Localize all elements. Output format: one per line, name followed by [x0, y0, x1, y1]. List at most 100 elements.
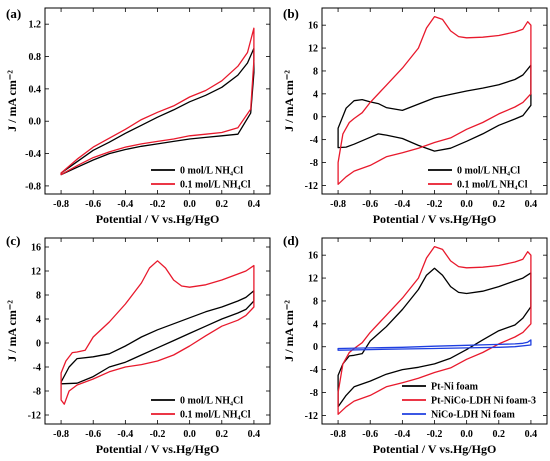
x-tick-label: 0.2 — [493, 199, 506, 210]
y-tick-label: -4 — [310, 135, 318, 146]
y-tick-label: 4 — [313, 319, 318, 330]
series-line-0 — [337, 267, 532, 408]
y-tick-label: -12 — [305, 411, 318, 422]
legend-label: 0.1 mol/L NH₄Cl — [180, 410, 251, 421]
y-tick-label: -4 — [310, 365, 318, 376]
y-tick-label: -12 — [305, 181, 318, 192]
panel-1: (b) -0.8 -0.6 -0.4 -0.2 0.0 0.2 0.4 -12 -8 -4 0 4 8 12… — [282, 6, 548, 226]
x-tick-label: -0.6 — [362, 199, 378, 210]
legend-label: 0 mol/L NH₄Cl — [180, 396, 243, 407]
y-tick-label: -4 — [33, 363, 41, 374]
y-axis-title: J / mA cm⁻² — [282, 300, 296, 362]
x-axis-title: Potential / V vs.Hg/HgO — [96, 442, 220, 456]
y-tick-label: 0 — [36, 339, 41, 350]
x-tick-label: -0.4 — [394, 429, 410, 440]
series-line-0 — [60, 290, 255, 385]
y-tick-label: 0.0 — [29, 117, 42, 128]
legend: 0 mol/L NH₄Cl 0.1 mol/L NH₄Cl — [151, 396, 251, 421]
y-tick-label: -0.4 — [25, 149, 41, 160]
y-tick-label: 4 — [36, 315, 41, 326]
y-tick-label: 4 — [313, 89, 318, 100]
legend-label: Pt-Ni foam — [431, 382, 479, 393]
y-tick-label: -8 — [310, 388, 318, 399]
y-axis-title: J / mA cm⁻² — [5, 300, 19, 362]
series-line-1 — [337, 15, 532, 185]
y-tick-label: 16 — [308, 251, 318, 262]
x-tick-label: -0.8 — [53, 429, 69, 440]
x-tick-label: 0.0 — [183, 199, 196, 210]
x-tick-label: 0.0 — [460, 429, 473, 440]
panel-label: (d) — [283, 233, 299, 248]
x-tick-label: -0.6 — [85, 199, 101, 210]
x-tick-label: -0.2 — [427, 429, 443, 440]
y-tick-label: 0.8 — [29, 52, 42, 63]
x-tick-label: 0.2 — [493, 429, 506, 440]
y-tick-label: -8 — [310, 158, 318, 169]
legend-label: 0 mol/L NH₄Cl — [457, 166, 520, 177]
y-axis-title: J / mA cm⁻² — [5, 70, 19, 132]
x-tick-label: 0.4 — [525, 429, 538, 440]
panel-0: (a) -0.8 -0.6 -0.4 -0.2 0.0 0.2 0.4 -0.8 -0.4 0.0 0… — [5, 6, 271, 226]
legend-label: 0.1 mol/L NH₄Cl — [180, 180, 251, 191]
x-tick-label: 0.4 — [248, 199, 261, 210]
y-tick-label: -12 — [28, 411, 41, 422]
curves — [337, 245, 532, 415]
legend-label: NiCo-LDH Ni foam — [431, 410, 516, 421]
legend: 0 mol/L NH₄Cl 0.1 mol/L NH₄Cl — [428, 166, 528, 191]
series-line-1 — [337, 245, 532, 415]
x-tick-label: -0.6 — [85, 429, 101, 440]
y-tick-label: 8 — [313, 66, 318, 77]
legend: Pt-Ni foam Pt-NiCo-LDH Ni foam-3 NiCo-LDH … — [402, 382, 536, 421]
legend-label: 0.1 mol/L NH₄Cl — [457, 180, 528, 191]
x-axis-title: Potential / V vs.Hg/HgO — [96, 212, 220, 226]
y-tick-label: 0.4 — [29, 84, 42, 95]
series-line-2 — [337, 339, 532, 351]
y-tick-label: -8 — [33, 387, 41, 398]
y-tick-label: 1.2 — [29, 20, 42, 31]
x-tick-label: -0.4 — [117, 199, 133, 210]
x-tick-label: -0.4 — [394, 199, 410, 210]
curves — [337, 15, 532, 185]
curves — [60, 27, 255, 176]
x-tick-label: -0.6 — [362, 429, 378, 440]
panel-label: (c) — [6, 233, 20, 248]
panel-label: (a) — [6, 6, 21, 21]
y-tick-label: 16 — [31, 243, 41, 254]
y-tick-label: 12 — [308, 274, 318, 285]
series-line-1 — [60, 27, 255, 176]
x-tick-label: -0.2 — [427, 199, 443, 210]
x-tick-label: -0.2 — [150, 199, 166, 210]
x-axis-title: Potential / V vs.Hg/HgO — [373, 212, 497, 226]
x-axis-title: Potential / V vs.Hg/HgO — [373, 442, 497, 456]
curves — [60, 260, 255, 405]
series-line-1 — [60, 260, 255, 405]
x-tick-label: -0.4 — [117, 429, 133, 440]
y-tick-label: 0 — [313, 342, 318, 353]
x-tick-label: 0.2 — [216, 429, 229, 440]
x-tick-label: 0.4 — [525, 199, 538, 210]
y-tick-label: 16 — [308, 21, 318, 32]
x-tick-label: -0.8 — [330, 199, 346, 210]
series-line-0 — [60, 47, 255, 176]
legend-label: Pt-NiCo-LDH Ni foam-3 — [431, 396, 536, 407]
x-tick-label: 0.4 — [248, 429, 261, 440]
series-line-0 — [337, 64, 532, 152]
y-axis-title: J / mA cm⁻² — [282, 70, 296, 132]
y-tick-label: 8 — [36, 291, 41, 302]
panel-3: (d) -0.8 -0.6 -0.4 -0.2 0.0 0.2 0.4 -12 -8 -4 0 4 8 12… — [282, 233, 548, 456]
x-tick-label: -0.8 — [330, 429, 346, 440]
y-tick-label: 12 — [308, 44, 318, 55]
panel-label: (b) — [283, 6, 299, 21]
x-tick-label: 0.0 — [460, 199, 473, 210]
y-tick-label: 0 — [313, 112, 318, 123]
x-tick-label: 0.2 — [216, 199, 229, 210]
panel-2: (c) -0.8 -0.6 -0.4 -0.2 0.0 0.2 0.4 -12 -8 -4 0 4 8 12… — [5, 233, 271, 456]
legend-label: 0 mol/L NH₄Cl — [180, 166, 243, 177]
y-tick-label: 12 — [31, 267, 41, 278]
x-tick-label: -0.2 — [150, 429, 166, 440]
x-tick-label: -0.8 — [53, 199, 69, 210]
y-tick-label: -0.8 — [25, 181, 41, 192]
x-tick-label: 0.0 — [183, 429, 196, 440]
y-tick-label: 8 — [313, 296, 318, 307]
